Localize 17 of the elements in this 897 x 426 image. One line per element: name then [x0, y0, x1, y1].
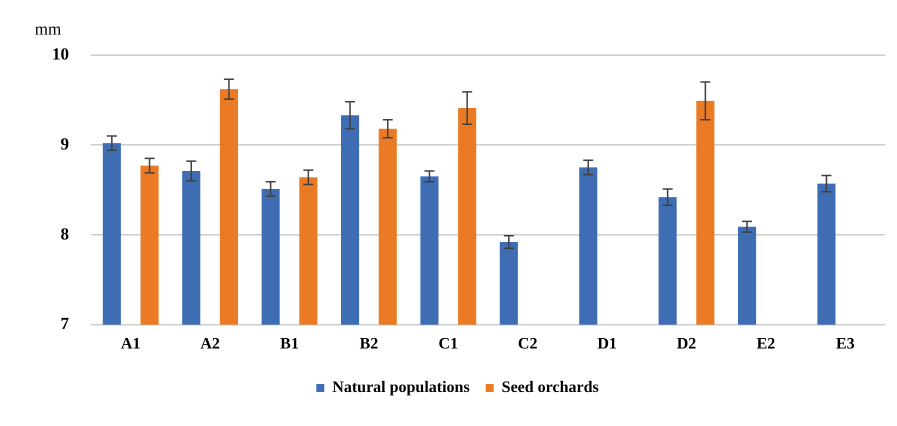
y-tick-label: 7 [60, 314, 70, 334]
legend-label: Natural populations [332, 379, 470, 396]
x-tick-label: B2 [360, 336, 378, 353]
x-tick-label: B1 [280, 336, 299, 353]
x-tick-label: E2 [756, 336, 776, 353]
y-tick-label: 10 [52, 44, 69, 64]
y-tick-label: 8 [60, 224, 69, 244]
legend-label: Seed orchards [502, 379, 599, 396]
x-tick-label: D1 [597, 336, 617, 353]
x-tick-label: C2 [518, 336, 538, 353]
x-tick-label: D2 [676, 336, 696, 353]
y-tick-label: 9 [60, 134, 69, 154]
y-axis-title: mm [34, 19, 62, 38]
x-tick-label: C1 [438, 336, 458, 353]
x-tick-label: A2 [200, 336, 220, 353]
x-tick-label: E3 [836, 336, 855, 353]
x-tick-label: A1 [120, 336, 140, 353]
